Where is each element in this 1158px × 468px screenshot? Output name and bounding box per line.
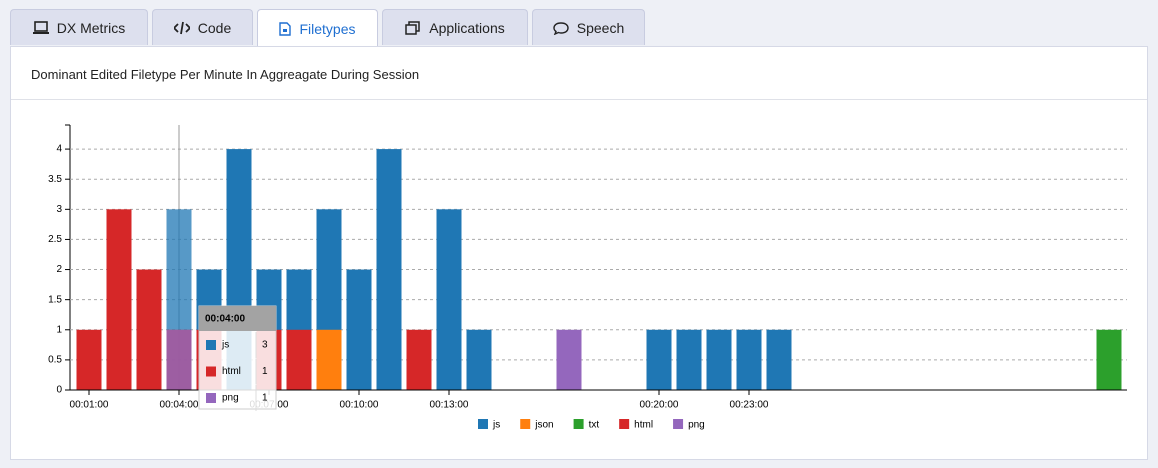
tooltip-value: 3 — [262, 340, 268, 351]
bar — [406, 329, 432, 390]
bar — [286, 329, 312, 390]
legend-label: html — [634, 420, 653, 431]
divider — [11, 99, 1147, 100]
bar — [556, 329, 582, 390]
panel-title: Dominant Edited Filetype Per Minute In A… — [31, 67, 420, 82]
tab-label: Speech — [576, 19, 625, 36]
y-tick-label: 3 — [56, 204, 62, 215]
legend-label: json — [534, 420, 553, 431]
x-tick-label: 00:04:00 — [160, 400, 199, 411]
tab[interactable]: DX Metrics — [10, 9, 148, 45]
icon — [405, 20, 420, 35]
bar — [676, 329, 702, 390]
y-tick-label: 0.5 — [48, 355, 62, 366]
tab-label: DX Metrics — [56, 19, 126, 36]
bar — [766, 329, 792, 390]
tooltip-title: 00:04:00 — [205, 314, 245, 325]
legend-label: js — [492, 420, 500, 431]
icon — [32, 20, 49, 34]
y-tick-label: 0 — [56, 385, 62, 396]
bar — [376, 149, 402, 390]
tab-label: Filetypes — [299, 20, 356, 37]
bar — [706, 329, 732, 390]
legend-label: txt — [589, 420, 600, 431]
tab[interactable]: Code — [152, 9, 253, 45]
tooltip-swatch — [206, 366, 216, 377]
x-tick-label: 00:13:00 — [430, 400, 469, 411]
tab[interactable]: Filetypes — [257, 9, 378, 47]
y-tick-label: 3.5 — [48, 174, 62, 185]
tab[interactable]: Applications — [382, 9, 528, 45]
y-tick-label: 2.5 — [48, 234, 62, 245]
bar — [346, 269, 372, 390]
legend-label: png — [688, 420, 705, 431]
tab-label: Code — [197, 19, 232, 36]
x-tick-label: 00:01:00 — [70, 400, 109, 411]
legend-swatch — [673, 419, 684, 429]
tooltip-name: png — [222, 393, 239, 404]
bar — [316, 329, 342, 390]
tooltip-value: 1 — [262, 393, 268, 404]
tooltip-value: 1 — [262, 366, 268, 377]
icon — [553, 21, 569, 35]
legend-swatch — [573, 419, 584, 429]
y-tick-label: 4 — [56, 144, 62, 155]
icon — [279, 21, 292, 36]
icon — [173, 21, 190, 34]
tooltip-swatch — [206, 340, 216, 350]
tooltip-header — [199, 306, 276, 331]
bar — [76, 329, 102, 390]
bar — [736, 329, 762, 390]
bar — [106, 209, 132, 390]
bar — [436, 209, 462, 390]
tooltip-name: js — [221, 340, 229, 351]
x-tick-label: 00:10:00 — [340, 400, 379, 411]
x-tick-label: 00:23:00 — [730, 400, 769, 411]
bar — [136, 269, 162, 390]
y-tick-label: 2 — [56, 264, 62, 275]
legend-swatch — [520, 419, 531, 429]
bar — [1096, 329, 1122, 390]
bar — [166, 329, 192, 390]
legend-swatch — [478, 419, 488, 429]
y-tick-label: 1.5 — [48, 294, 62, 305]
tab[interactable]: Speech — [532, 9, 645, 45]
tab-label: Applications — [429, 19, 505, 36]
bar — [466, 329, 492, 390]
tooltip-name: html — [222, 366, 241, 377]
x-tick-label: 00:20:00 — [640, 400, 679, 411]
tooltip-swatch — [206, 393, 216, 403]
legend-swatch — [619, 419, 630, 429]
bar — [646, 329, 672, 390]
y-tick-label: 1 — [56, 324, 62, 335]
tooltip: 00:04:00 js 3 html 1 png 1 — [198, 305, 277, 411]
